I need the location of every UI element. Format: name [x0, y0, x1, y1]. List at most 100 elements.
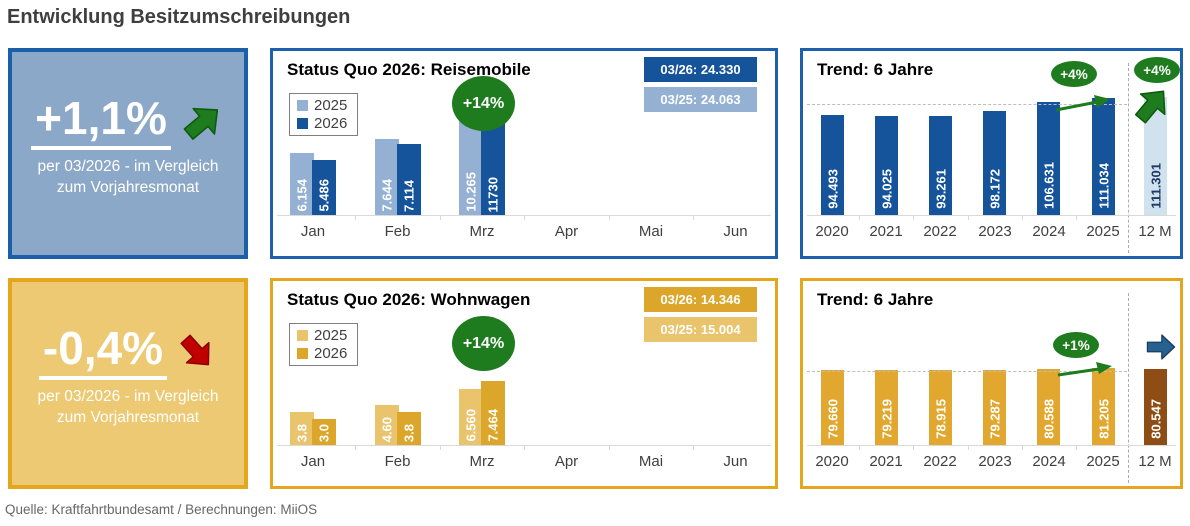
- bar-2022: 93.261: [929, 116, 952, 215]
- bar-2025-Feb: 7.644: [375, 139, 399, 215]
- month-label: Jun: [723, 453, 748, 470]
- kpi-subtitle-line1: per 03/2026 - im Vergleich: [37, 157, 219, 175]
- status-quo-reisemobile-card: Status Quo 2026: Reisemobile 2025 2026 0…: [270, 48, 778, 259]
- axis-tick: [968, 215, 969, 220]
- page-title: Entwicklung Besitzumschreibungen: [7, 6, 351, 28]
- year-label: 12 M: [1138, 453, 1172, 470]
- bar-2024: 106.631: [1037, 102, 1060, 215]
- bar-2025-Mrz: 6.560: [459, 389, 483, 445]
- status-quo-wohnwagen-card: Status Quo 2026: Wohnwagen 2025 2026 03/…: [270, 278, 778, 489]
- kpi-value-row: -0,4%: [38, 324, 217, 380]
- kpi-card-reisemobile: +1,1% per 03/2026 - im Vergleich zum Vor…: [8, 48, 248, 259]
- axis-tick: [859, 215, 860, 220]
- bar-2021: 79.219: [875, 370, 898, 445]
- year-label: 2020: [815, 223, 849, 240]
- month-label: Jan: [300, 453, 326, 470]
- legend-item-2026: 2026: [297, 345, 347, 362]
- bar-value-label: 78.915: [933, 399, 948, 439]
- bar-2025-Jan: 6.154: [290, 153, 314, 215]
- year-label: 2021: [869, 453, 903, 470]
- current-month-badge: 03/26: 14.346: [644, 287, 757, 312]
- axis-tick: [693, 445, 694, 450]
- bar-value-label: 81.205: [1096, 399, 1111, 439]
- axis-tick: [440, 215, 441, 220]
- month-label: Jun: [723, 223, 748, 240]
- twelve-month-blue-arrow-icon: [1146, 334, 1176, 360]
- axis-tick: [440, 445, 441, 450]
- bar-2025: 111.034: [1092, 98, 1115, 215]
- bar-value-label: 11730: [485, 176, 501, 212]
- trend-wohnwagen-card: Trend: 6 Jahre 79.660 2020 79.219 2021 78.91…: [800, 278, 1183, 489]
- bar-12M: 111.301: [1144, 97, 1167, 215]
- reference-dashed-line: [807, 371, 1127, 372]
- year-label: 2023: [978, 223, 1012, 240]
- up-right-green-arrow-icon: [183, 107, 219, 140]
- previous-month-badge: 03/25: 15.004: [644, 317, 757, 342]
- bar-value-label: 93.261: [933, 169, 948, 209]
- legend-swatch-2026: [297, 118, 308, 129]
- axis-tick: [859, 445, 860, 450]
- month-label: Mai: [638, 223, 664, 240]
- twelve-month-change-badge: +4%: [1134, 57, 1180, 83]
- axis-tick: [524, 445, 525, 450]
- bar-value-label: 80.547: [1148, 399, 1163, 439]
- bar-value-label: 7.644: [379, 179, 395, 212]
- current-month-badge: 03/26: 24.330: [644, 57, 757, 82]
- kpi-subtitle-line1: per 03/2026 - im Vergleich: [37, 387, 219, 405]
- kpi-value-row: +1,1%: [31, 94, 225, 150]
- bar-value-label: 79.219: [879, 399, 894, 439]
- legend-swatch-2025: [297, 100, 308, 111]
- bar-value-label: 4.60: [379, 416, 395, 442]
- chart-title: Trend: 6 Jahre: [817, 60, 934, 79]
- bar-value-label: 6.154: [294, 179, 310, 212]
- bar-value-label: 5.486: [316, 179, 332, 212]
- chart-title: Status Quo 2026: Wohnwagen: [287, 290, 531, 309]
- month-label: Mrz: [469, 223, 495, 240]
- bar-value-label: 111.301: [1148, 163, 1163, 209]
- year-label: 2022: [923, 223, 957, 240]
- legend-label-2026: 2026: [314, 345, 348, 362]
- axis-tick: [693, 215, 694, 220]
- axis-tick: [1076, 445, 1077, 450]
- year-label: 2025: [1086, 453, 1120, 470]
- year-label: 2020: [815, 453, 849, 470]
- month-label: Apr: [554, 223, 579, 240]
- bar-value-label: 94.025: [879, 169, 894, 209]
- bar-value-label: 98.172: [987, 169, 1002, 209]
- axis-tick: [1022, 215, 1023, 220]
- trend-change-badge: +4%: [1051, 61, 1097, 87]
- month-label: Mai: [638, 453, 664, 470]
- bar-2026-Jan: 3.0: [312, 419, 336, 445]
- plot-area: 79.660 2020 79.219 2021 78.915 2022 79.287 2023…: [803, 281, 1180, 486]
- trend-reisemobile-card: Trend: 6 Jahre 94.493 2020 94.025 2021 93.26…: [800, 48, 1183, 259]
- bar-2020: 79.660: [821, 370, 844, 445]
- bar-2026-Feb: 3.8: [397, 412, 421, 445]
- axis-tick: [609, 215, 610, 220]
- bar-2025: 81.205: [1092, 368, 1115, 445]
- axis-tick: [524, 215, 525, 220]
- year-label: 2024: [1032, 223, 1066, 240]
- bar-value-label: 106.631: [1041, 162, 1056, 209]
- axis-tick: [1022, 445, 1023, 450]
- previous-month-badge: 03/25: 24.063: [644, 87, 757, 112]
- kpi-subtitle-line2: zum Vorjahresmonat: [56, 178, 200, 196]
- bar-value-label: 79.660: [825, 399, 840, 439]
- kpi-subtitle: per 03/2026 - im Vergleich zum Vorjahres…: [38, 157, 219, 199]
- bar-value-label: 3.8: [401, 423, 417, 442]
- bar-value-label: 80.588: [1041, 399, 1056, 439]
- legend-label-2025: 2025: [314, 327, 348, 344]
- bar-value-label: 6.560: [463, 409, 479, 442]
- legend-swatch-2026: [297, 348, 308, 359]
- kpi-subtitle: per 03/2026 - im Vergleich zum Vorjahres…: [38, 387, 219, 429]
- month-label: Feb: [384, 223, 411, 240]
- change-badge: +14%: [452, 76, 515, 131]
- kpi-card-wohnwagen: -0,4% per 03/2026 - im Vergleich zum Vor…: [8, 278, 248, 489]
- x-axis-line: [807, 215, 1176, 216]
- month-label: Jan: [300, 223, 326, 240]
- x-axis-line: [807, 445, 1176, 446]
- legend-item-2025: 2025: [297, 327, 347, 344]
- bar-value-label: 3.8: [294, 423, 310, 442]
- down-right-red-arrow-icon: [180, 334, 210, 366]
- legend-label-2026: 2026: [314, 115, 348, 132]
